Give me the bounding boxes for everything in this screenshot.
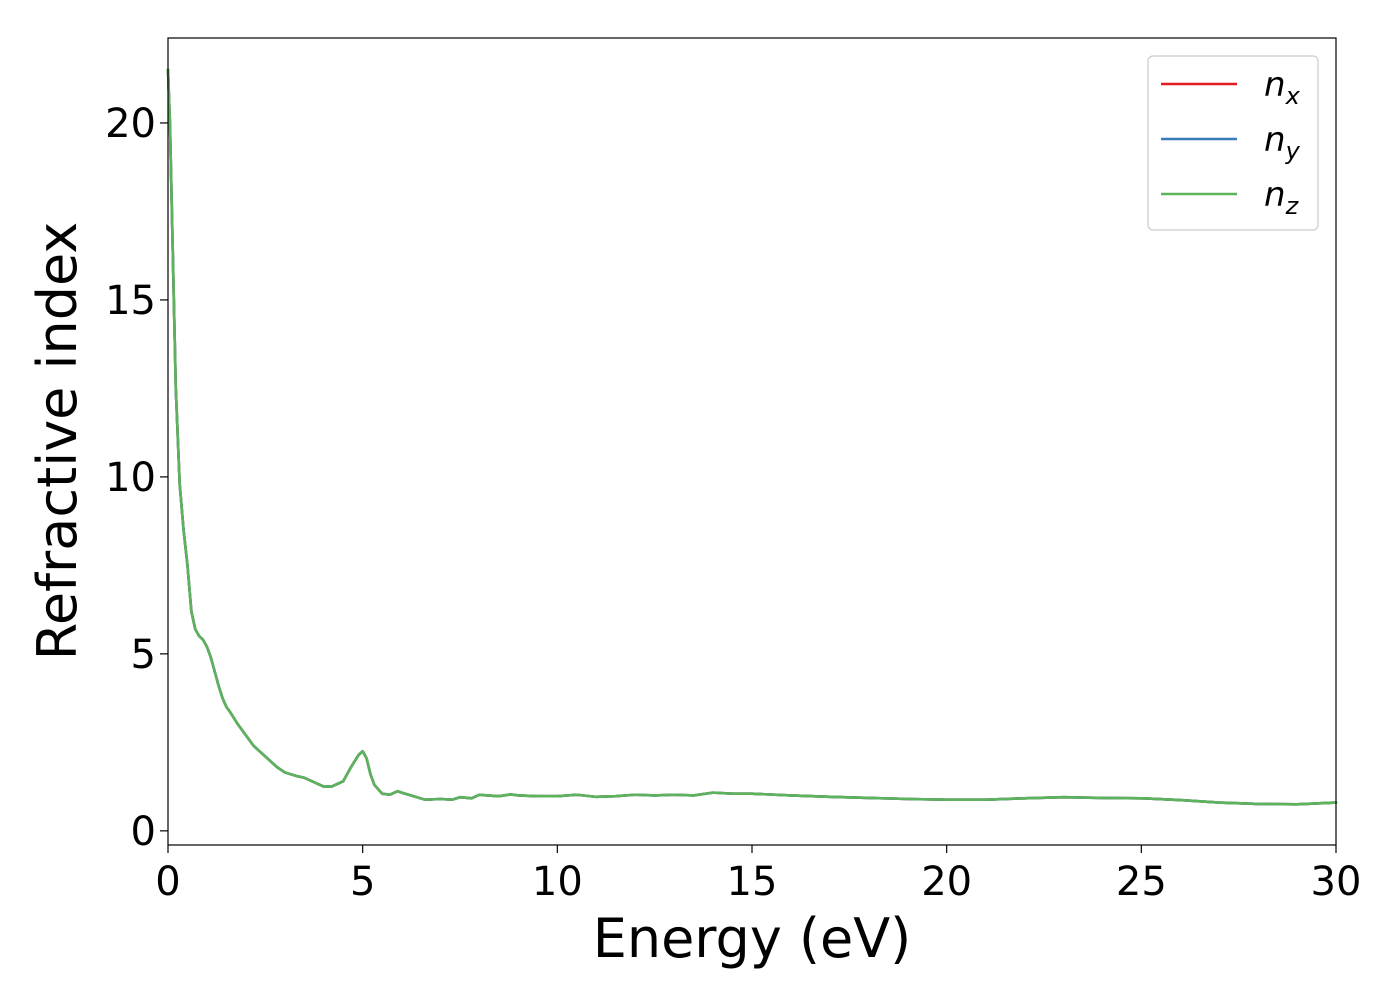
y-tick-label: 15 (105, 278, 156, 324)
legend-label-x: nx (1264, 65, 1301, 110)
y-axis-ticks: 0 5 10 15 20 (105, 101, 168, 855)
x-tick-label: 10 (532, 859, 583, 905)
y-tick-label: 0 (131, 809, 156, 855)
legend-frame (1147, 55, 1319, 231)
x-tick-label: 20 (921, 859, 972, 905)
plot-background (168, 38, 1336, 845)
y-tick-label: 5 (131, 632, 156, 678)
x-axis-ticks: 0 5 10 15 20 25 30 (155, 845, 1361, 905)
legend: nx ny nz (1147, 55, 1319, 231)
x-tick-label: 0 (155, 859, 180, 905)
series-line-z (166, 68, 1338, 806)
legend-label-z: nz (1264, 175, 1300, 220)
x-axis-title: Energy (eV) (593, 907, 912, 970)
x-tick-label: 30 (1311, 859, 1362, 905)
x-tick-label: 5 (350, 859, 375, 905)
legend-label-y: ny (1264, 120, 1301, 165)
x-tick-label: 25 (1116, 859, 1167, 905)
series-layer (166, 68, 1338, 806)
x-tick-label: 15 (727, 859, 778, 905)
y-tick-label: 10 (105, 455, 156, 501)
y-tick-label: 20 (105, 101, 156, 147)
y-axis-title: Refractive index (26, 222, 89, 661)
